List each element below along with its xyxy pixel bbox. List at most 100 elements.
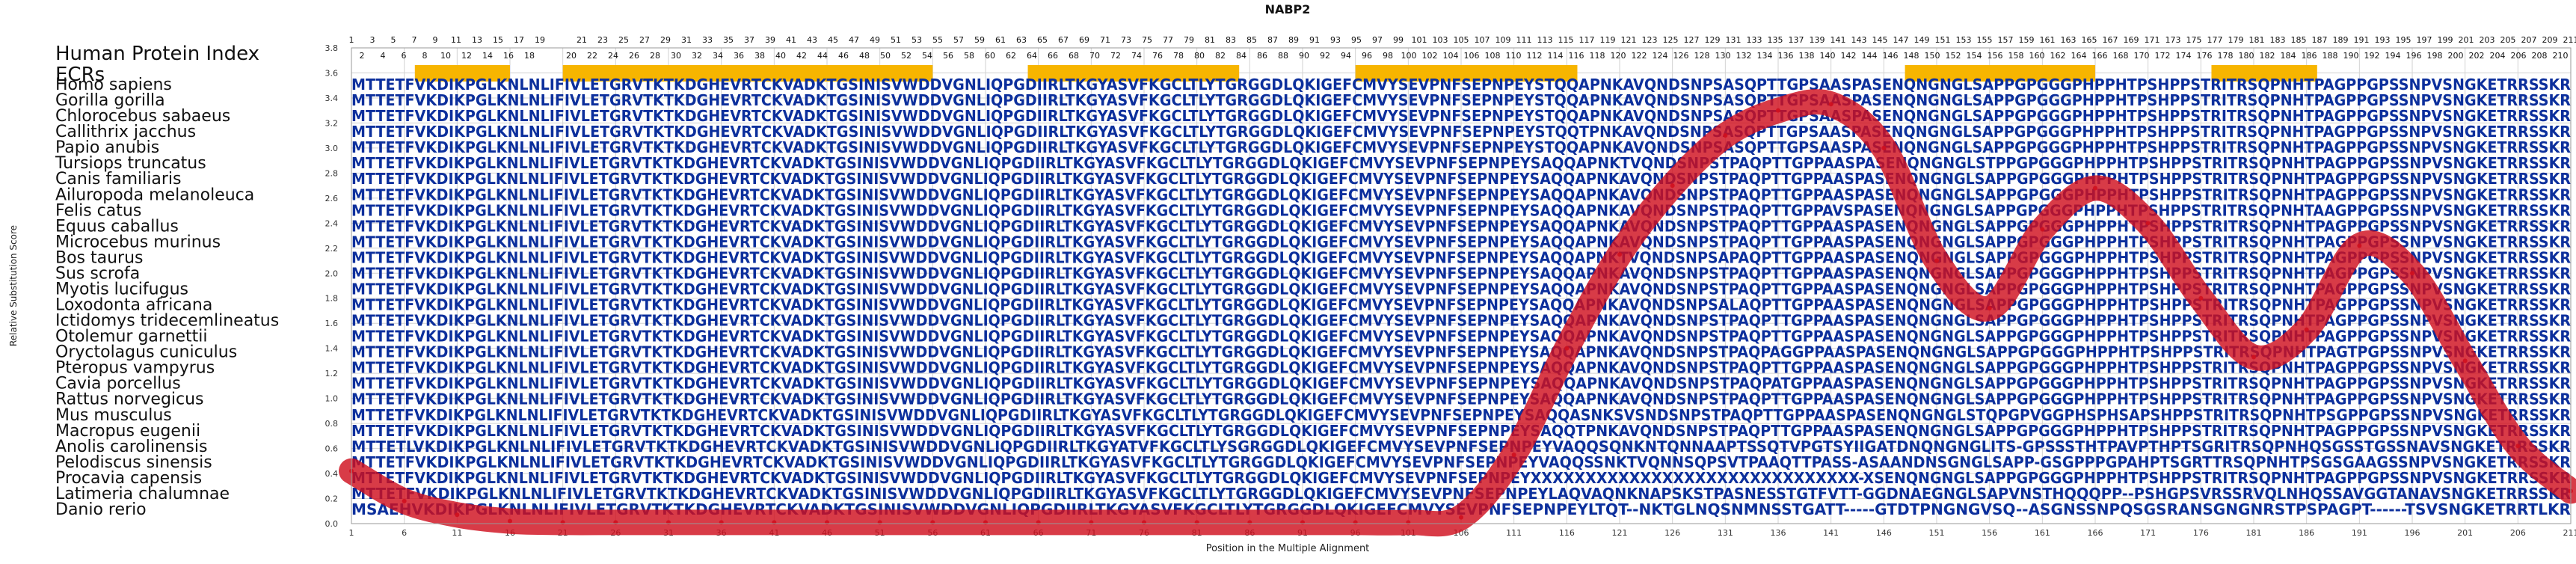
y-tick-label: 0.6 (325, 444, 339, 454)
index-number: 105 (1454, 35, 1469, 45)
x-tick-label: 11 (452, 528, 462, 538)
index-number: 190 (2343, 51, 2359, 61)
index-number: 40 (775, 51, 786, 61)
index-number: 29 (660, 35, 671, 45)
index-number: 77 (1163, 35, 1173, 45)
index-number: 111 (1516, 35, 1532, 45)
index-number: 50 (880, 51, 891, 61)
index-number: 99 (1393, 35, 1404, 45)
index-number: 27 (639, 35, 650, 45)
y-tick-label: 2.8 (325, 168, 339, 178)
index-number: 129 (1705, 35, 1721, 45)
index-number: 60 (985, 51, 995, 61)
index-number: 3 (370, 35, 375, 45)
index-number: 36 (734, 51, 744, 61)
index-number: 95 (1351, 35, 1362, 45)
index-number: 56 (943, 51, 953, 61)
x-tick-label: 136 (1771, 528, 1786, 538)
index-number: 94 (1341, 51, 1351, 61)
index-number: 52 (901, 51, 912, 61)
index-number: 126 (1673, 51, 1689, 61)
index-number: 188 (2323, 51, 2338, 61)
index-number: 25 (618, 35, 629, 45)
score-point (1564, 346, 1569, 351)
y-tick-label: 3.0 (325, 144, 339, 153)
x-tick-label: 161 (2035, 528, 2050, 538)
index-number: 203 (2480, 35, 2495, 45)
index-number: 53 (912, 35, 922, 45)
chart-title: NABP2 (1265, 2, 1311, 16)
score-point (402, 499, 407, 503)
score-point (2093, 186, 2097, 190)
y-tick-label: 1.2 (325, 369, 339, 378)
index-number: 118 (1590, 51, 1605, 61)
x-tick-label: 201 (2457, 528, 2473, 538)
index-number: 63 (1016, 35, 1027, 45)
index-number: 101 (1412, 35, 1427, 45)
index-number: 117 (1579, 35, 1595, 45)
index-number: 62 (1006, 51, 1016, 61)
index-number: 13 (472, 35, 482, 45)
index-number: 173 (2165, 35, 2181, 45)
index-number: 4 (381, 51, 386, 61)
index-number: 61 (995, 35, 1006, 45)
index-number: 135 (1768, 35, 1783, 45)
index-number: 195 (2396, 35, 2411, 45)
index-number: 5 (391, 35, 396, 45)
score-point (1934, 259, 1939, 263)
index-number: 152 (1946, 51, 1961, 61)
score-point (1723, 133, 1727, 138)
index-number: 20 (566, 51, 577, 61)
index-number: 65 (1037, 35, 1048, 45)
index-number: 87 (1267, 35, 1278, 45)
y-tick-label: 1.0 (325, 394, 339, 404)
y-tick-label: 2.2 (325, 244, 339, 254)
x-tick-label: 6 (402, 528, 407, 538)
x-tick-label: 211 (2563, 528, 2576, 538)
y-tick-label: 0.8 (325, 419, 339, 429)
score-point (2198, 296, 2203, 301)
index-number: 49 (870, 35, 880, 45)
index-number: 7 (412, 35, 417, 45)
index-number: 113 (1537, 35, 1553, 45)
y-tick-label: 0.4 (325, 469, 339, 479)
human-protein-index-label: Human Protein Index (55, 43, 259, 65)
index-number: 72 (1110, 51, 1121, 61)
index-number: 14 (482, 51, 493, 61)
index-number: 28 (650, 51, 660, 61)
index-number: 191 (2354, 35, 2370, 45)
index-number: 41 (786, 35, 796, 45)
score-point (2463, 358, 2468, 363)
index-number: 145 (1872, 35, 1888, 45)
index-number: 93 (1330, 35, 1341, 45)
index-number: 33 (702, 35, 713, 45)
index-number: 171 (2145, 35, 2160, 45)
x-tick-label: 146 (1876, 528, 1892, 538)
index-number: 170 (2134, 51, 2150, 61)
x-tick-label: 166 (2088, 528, 2103, 538)
y-tick-label: 3.6 (325, 68, 339, 78)
index-number: 69 (1079, 35, 1089, 45)
index-number: 114 (1548, 51, 1564, 61)
x-tick-label: 116 (1559, 528, 1575, 538)
index-number: 19 (535, 35, 545, 45)
index-number: 112 (1527, 51, 1543, 61)
index-number: 200 (2448, 51, 2464, 61)
index-number: 184 (2281, 51, 2296, 61)
index-number: 70 (1089, 51, 1100, 61)
x-tick-label: 171 (2140, 528, 2156, 538)
index-number: 100 (1401, 51, 1417, 61)
x-tick-label: 1 (349, 528, 354, 538)
score-point (1512, 453, 1516, 457)
index-number: 137 (1789, 35, 1804, 45)
score-point (2515, 444, 2520, 448)
index-number: 38 (754, 51, 765, 61)
index-number: 121 (1621, 35, 1637, 45)
index-number: 165 (2082, 35, 2097, 45)
index-number: 109 (1496, 35, 1511, 45)
score-point (1776, 108, 1780, 113)
y-tick-label: 0.2 (325, 494, 339, 504)
index-number: 144 (1862, 51, 1878, 61)
score-point (1829, 102, 1833, 106)
index-number: 136 (1778, 51, 1794, 61)
